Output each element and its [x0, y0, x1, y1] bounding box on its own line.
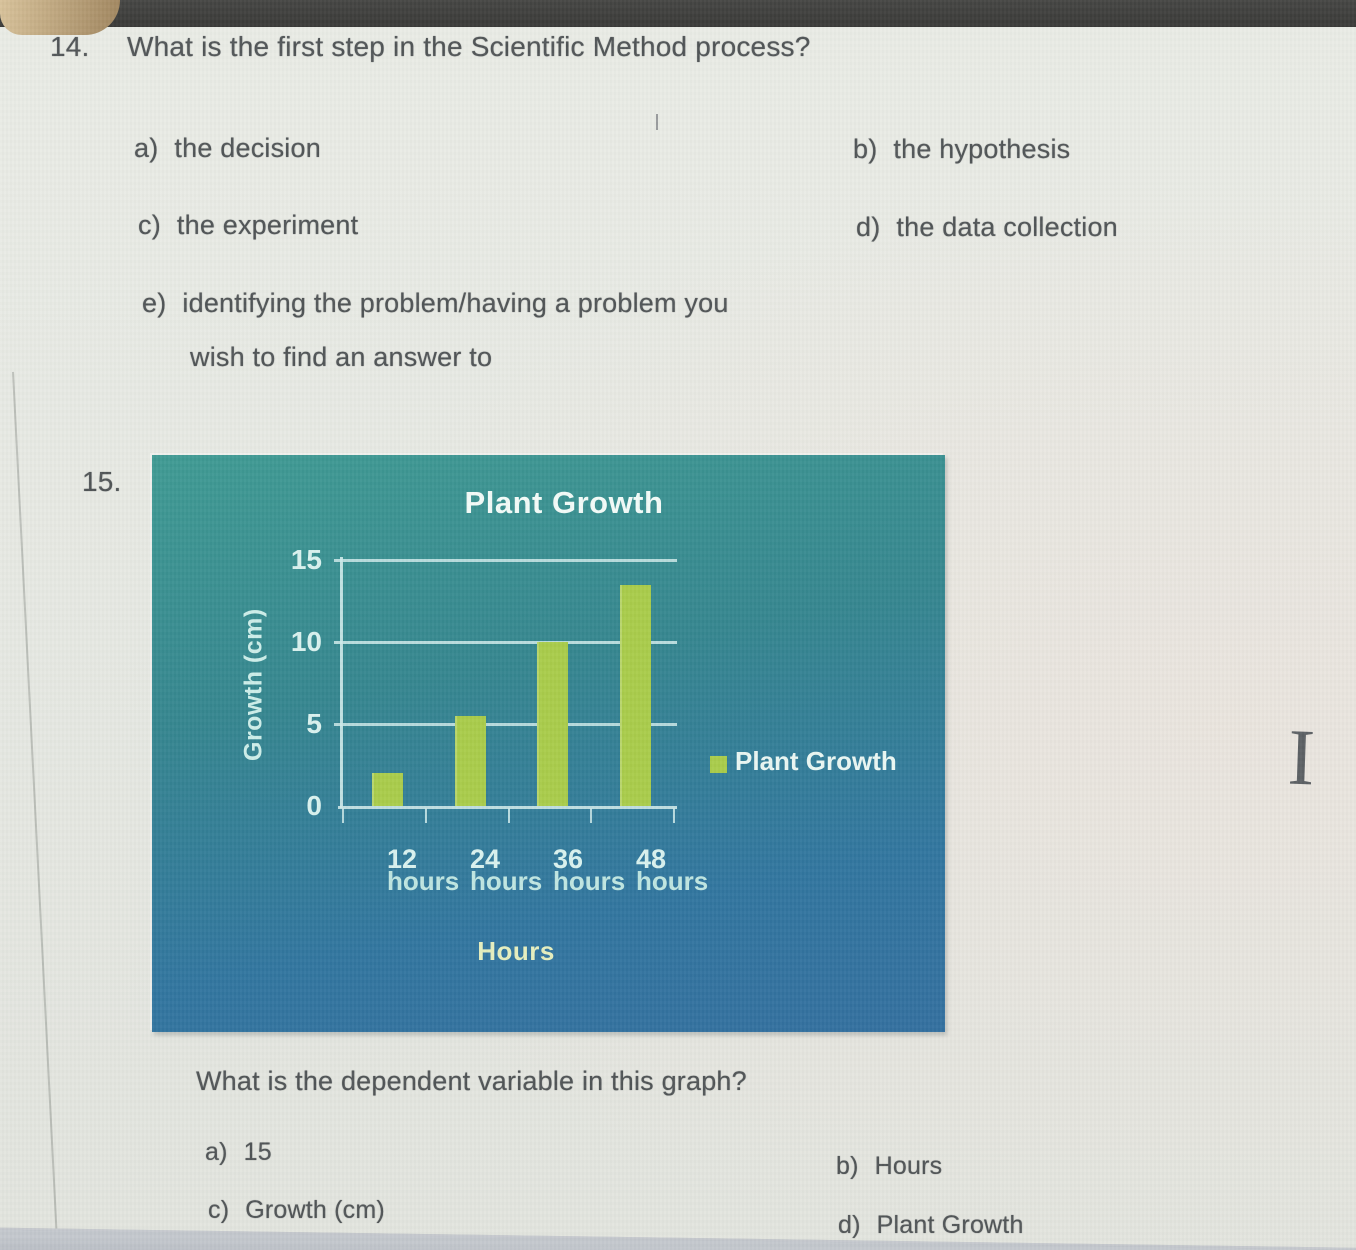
x-tick-unit: hours	[636, 866, 709, 897]
option-letter: b)	[836, 1152, 859, 1180]
bar	[620, 585, 651, 806]
bar	[372, 773, 403, 806]
question-14-text: What is the first step in the Scientific…	[127, 31, 811, 62]
y-tick-label: 10	[290, 626, 322, 657]
x-axis-line	[338, 806, 677, 809]
gridline	[334, 723, 677, 726]
x-axis-tick	[673, 808, 675, 823]
option-text: Hours	[874, 1152, 943, 1180]
q14-option-e: e) identifying the problem/having a probl…	[142, 288, 729, 319]
bar	[455, 716, 486, 806]
x-tick-number: 48	[636, 844, 667, 874]
q14-option-a: a) the decision	[134, 133, 321, 164]
q14-option-c: c) the experiment	[138, 210, 358, 241]
photo-bottom-shadow	[0, 1227, 1356, 1250]
x-axis-tick	[425, 808, 427, 823]
chart-x-axis-label: Hours	[477, 936, 555, 966]
option-letter: c)	[208, 1196, 230, 1224]
q14-option-e-line2: wish to find an answer to	[190, 342, 493, 372]
x-tick-unit: hours	[470, 866, 543, 897]
x-tick-unit: hours	[387, 866, 460, 897]
q14-option-b: b) the hypothesis	[853, 134, 1070, 165]
legend-marker-swatch	[710, 756, 727, 773]
screen-top-bar	[0, 0, 1356, 27]
x-tick-label: 12 hours	[342, 841, 459, 896]
option-letter: e)	[142, 288, 167, 318]
y-axis-line	[340, 557, 343, 808]
option-letter: a)	[205, 1138, 228, 1166]
x-tick-number: 36	[553, 844, 584, 874]
text-cursor-ibeam-icon: I	[1286, 713, 1317, 803]
option-letter: b)	[853, 134, 878, 164]
question-14-number: 14.	[50, 31, 90, 62]
text-caret-icon	[656, 114, 658, 130]
x-tick-label: 36 hours	[508, 841, 625, 896]
option-text: the experiment	[176, 210, 359, 240]
option-letter: d)	[856, 212, 881, 242]
screen-edge-line	[12, 371, 59, 1250]
option-text: 15	[243, 1138, 272, 1166]
option-text: the data collection	[896, 212, 1118, 242]
question-15-number: 15.	[82, 466, 122, 497]
x-tick-label: 48 hours	[591, 841, 708, 896]
chart-title: Plant Growth	[464, 485, 664, 520]
x-tick-number: 24	[470, 844, 501, 874]
gridline	[334, 559, 677, 562]
option-letter: c)	[138, 210, 161, 240]
q15-option-d: d) Plant Growth	[838, 1211, 1024, 1240]
q14-option-d: d) the data collection	[856, 212, 1118, 243]
y-tick-label: 0	[306, 790, 322, 821]
option-text: the decision	[174, 133, 321, 163]
q15-option-a: a) 15	[205, 1138, 272, 1167]
option-text: Plant Growth	[876, 1211, 1024, 1239]
x-tick-number: 12	[387, 844, 418, 874]
x-axis-tick	[342, 808, 344, 823]
q15-option-b: b) Hours	[836, 1152, 942, 1181]
bar	[537, 642, 568, 806]
x-axis-tick	[508, 808, 510, 823]
q15-option-c: c) Growth (cm)	[208, 1196, 385, 1225]
option-text: Growth (cm)	[245, 1196, 385, 1224]
option-letter: d)	[838, 1211, 861, 1239]
x-tick-label: 24 hours	[425, 841, 542, 896]
y-tick-label: 5	[306, 708, 322, 739]
option-text: the hypothesis	[893, 134, 1071, 164]
x-tick-unit: hours	[553, 866, 626, 897]
gridline	[334, 641, 677, 644]
option-text: identifying the problem/having a problem…	[182, 288, 729, 318]
plant-growth-bar-chart: Plant Growth Growth (cm) 0 5 10 15 12 hours 24…	[152, 455, 945, 1032]
question-15-text: What is the dependent variable in this g…	[196, 1066, 747, 1096]
y-tick-label: 15	[290, 544, 322, 575]
option-letter: a)	[134, 133, 159, 163]
x-axis-tick	[590, 808, 592, 823]
photo-corner-artifact	[0, 0, 120, 35]
legend-label: Plant Growth	[735, 746, 897, 776]
chart-plot-area: 0 5 10 15 12 hours 24 hours 36 hours 48 hours	[152, 455, 945, 1032]
